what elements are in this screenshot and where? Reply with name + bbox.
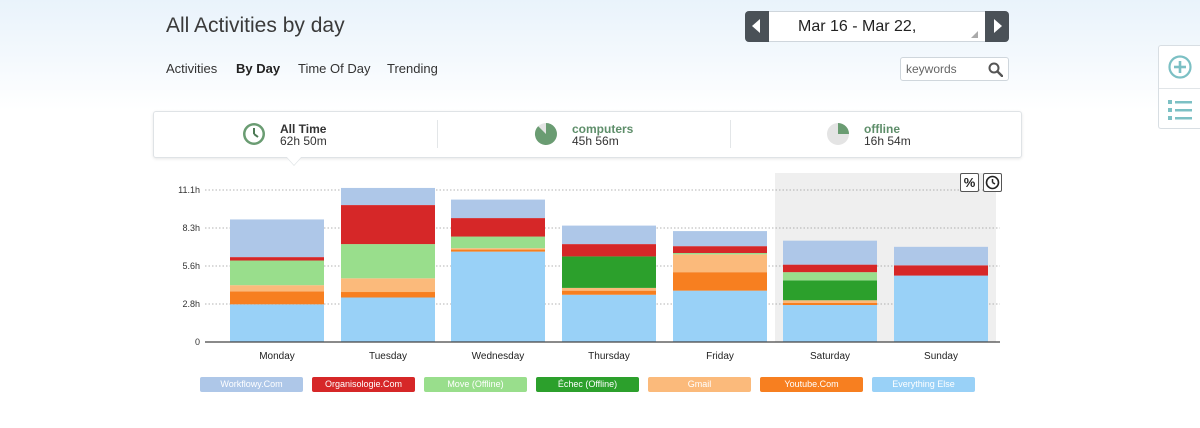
summary-all-time[interactable]: All Time 62h 50m [242,112,442,157]
bar-segment[interactable] [230,219,324,258]
bar-segment[interactable] [783,240,877,265]
legend-item[interactable]: Gmail [648,377,751,392]
legend-item[interactable]: Organisologie.Com [312,377,415,392]
summary-offline[interactable]: offline 16h 54m [826,112,1016,157]
y-tick-label: 5.6h [182,261,200,271]
bar-segment[interactable] [673,254,767,273]
date-range-text: Mar 16 - Mar 22, [798,18,917,35]
legend-item[interactable]: Everything Else [872,377,975,392]
divider [437,120,438,148]
bar-segment[interactable] [341,292,435,298]
percent-toggle-button[interactable]: % [960,173,979,192]
summary-label: offline [864,122,900,136]
add-button[interactable] [1159,46,1200,88]
summary-label: All Time [280,122,327,136]
y-tick-label: 0 [195,337,200,347]
resize-grip-icon [971,31,978,38]
bar-segment[interactable] [783,300,877,303]
date-range-picker[interactable]: Mar 16 - Mar 22, [745,11,1009,42]
side-panel [1158,45,1200,129]
tab-activities[interactable]: Activities [166,61,218,76]
bar-segment[interactable] [673,290,767,342]
bar-segment[interactable] [562,290,656,295]
bar-segment[interactable] [673,231,767,247]
bar-segment[interactable] [230,291,324,305]
tab-by-day[interactable]: By Day [236,61,281,76]
summary-bar: All Time 62h 50m computers 45h 56m offli… [153,111,1022,158]
bar-segment[interactable] [783,305,877,342]
bar-segment[interactable] [562,294,656,342]
bar-segment[interactable] [673,272,767,291]
bar-segment[interactable] [562,225,656,245]
x-tick-label: Saturday [810,351,850,362]
bar-segment[interactable] [894,275,988,342]
summary-value: 62h 50m [280,134,327,148]
legend-item[interactable]: Youtube.Com [760,377,863,392]
caret-left-icon [752,19,760,33]
bar-segment[interactable] [341,278,435,293]
bar-segment[interactable] [451,218,545,237]
bar-segment[interactable] [341,205,435,245]
summary-pointer [286,156,302,165]
y-tick-label: 8.3h [182,223,200,233]
bar-segment[interactable] [562,244,656,257]
bar-segment[interactable] [341,297,435,342]
page-title: All Activities by day [166,14,345,37]
summary-label: computers [572,122,634,136]
y-tick-label: 11.1h [178,185,200,195]
bar-segment[interactable] [451,248,545,250]
divider [730,120,731,148]
x-tick-label: Wednesday [472,351,525,362]
next-week-button[interactable] [985,11,1009,42]
search-input[interactable] [906,62,986,76]
list-icon [1168,99,1192,120]
pie-icon [534,123,557,145]
bar-segment[interactable] [451,249,545,252]
bar-segment[interactable] [673,246,767,253]
summary-computers[interactable]: computers 45h 56m [534,112,734,157]
bar-segment[interactable] [673,252,767,255]
bar-segment[interactable] [783,264,877,273]
tab-trending[interactable]: Trending [387,61,438,76]
legend-item[interactable]: Workflowy.Com [200,377,303,392]
bar-segment[interactable] [451,251,545,342]
caret-right-icon [994,19,1002,33]
bar-segment[interactable] [562,256,656,288]
x-tick-label: Thursday [588,351,630,362]
x-tick-label: Tuesday [369,351,407,362]
bar-segment[interactable] [230,260,324,286]
bar-segment[interactable] [562,287,656,291]
legend-item[interactable]: Move (Offline) [424,377,527,392]
bar-segment[interactable] [230,257,324,261]
bar-segment[interactable] [783,272,877,281]
bar-segment[interactable] [230,285,324,292]
pie-icon [827,123,849,145]
bar-segment[interactable] [451,199,545,219]
x-tick-label: Friday [706,351,734,362]
prev-week-button[interactable] [745,11,769,42]
bar-segment[interactable] [783,280,877,301]
x-tick-label: Monday [259,351,295,362]
plus-circle-icon [1168,55,1192,79]
clock-icon [985,175,1000,190]
list-button[interactable] [1159,88,1200,130]
bar-segment[interactable] [451,236,545,249]
bar-segment[interactable] [783,302,877,306]
bar-segment[interactable] [230,304,324,342]
time-toggle-button[interactable] [983,173,1002,192]
y-tick-label: 2.8h [182,299,200,309]
summary-value: 16h 54m [864,134,911,148]
summary-value: 45h 56m [572,134,619,148]
search-icon[interactable] [988,62,1003,77]
x-tick-label: Sunday [924,351,958,362]
bar-segment[interactable] [894,246,988,266]
bar-segment[interactable] [894,265,988,276]
tab-time-of-day[interactable]: Time Of Day [298,61,371,76]
clock-icon [243,123,265,145]
bar-segment[interactable] [341,244,435,279]
search-box [900,57,1009,81]
legend-item[interactable]: Échec (Offline) [536,377,639,392]
bar-segment[interactable] [341,187,435,206]
